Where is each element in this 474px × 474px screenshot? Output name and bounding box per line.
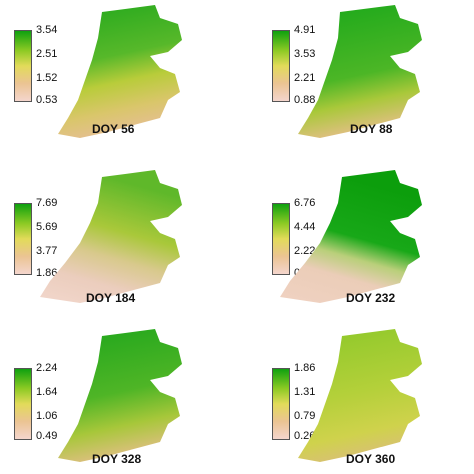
region-map [58,329,182,462]
legend-lower: 2.21 [294,72,316,84]
region-shape [58,5,182,138]
doy-label: DOY 88 [350,122,393,136]
doy-label: DOY 184 [86,291,136,305]
map-panel-doy360: 1.86 1.31 0.79 0.26 DOY 360 [240,324,470,474]
legend-lower: 3.77 [36,245,58,257]
legend-lower: 1.06 [36,410,58,422]
map-panel-doy56: 3.54 2.51 1.52 0.53 DOY 56 [0,0,230,150]
legend-upper: 1.31 [294,386,316,398]
legend-colorbar [272,368,290,440]
legend-lower: 2.22 [294,245,316,257]
legend-upper: 5.69 [36,221,58,233]
legend-max: 4.91 [294,24,316,36]
legend-colorbar [272,203,290,275]
legend-lower: 0.79 [294,410,316,422]
region-shape [58,329,182,462]
legend-upper: 4.44 [294,221,316,233]
legend-colorbar [14,30,32,102]
map-panel-doy88: 4.91 3.53 2.21 0.88 DOY 88 [240,0,470,150]
legend-min: 0.88 [294,94,316,106]
region-map [298,329,422,462]
legend-max: 1.86 [294,362,316,374]
legend-max: 7.69 [36,197,58,209]
legend-max: 6.76 [294,197,316,209]
legend-min: 0.53 [36,94,58,106]
legend-max: 3.54 [36,24,58,36]
legend-upper: 3.53 [294,48,316,60]
legend-lower: 1.52 [36,72,58,84]
legend-upper: 2.51 [36,48,58,60]
map-panel-doy184: 7.69 5.69 3.77 1.86 DOY 184 [0,165,230,315]
region-map [298,5,422,138]
doy-label: DOY 56 [92,122,135,136]
legend-colorbar [272,30,290,102]
legend-upper: 1.64 [36,386,58,398]
region-shape [298,5,422,138]
region-shape [298,329,422,462]
doy-label: DOY 328 [92,452,142,466]
map-panel-doy328: 2.24 1.64 1.06 0.49 DOY 328 [0,324,230,474]
legend-colorbar [14,203,32,275]
legend-max: 2.24 [36,362,58,374]
region-shape [280,170,422,303]
map-panel-doy232: 6.76 4.44 2.22 0 DOY 232 [240,165,470,315]
region-map [280,170,422,303]
legend-min: 1.86 [36,267,58,279]
doy-label: DOY 232 [346,291,396,305]
region-shape [40,170,182,303]
legend-colorbar [14,368,32,440]
legend-min: 0.49 [36,430,58,442]
region-map [58,5,182,138]
region-map [40,170,182,303]
doy-label: DOY 360 [346,452,396,466]
